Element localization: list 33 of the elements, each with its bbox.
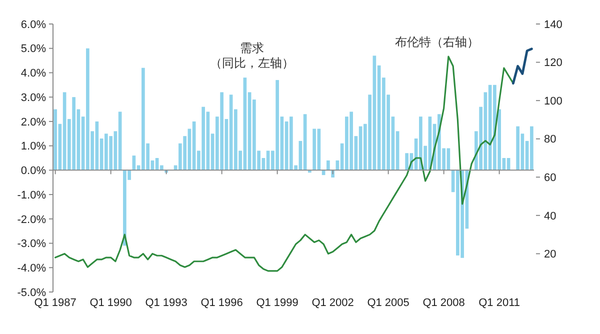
y-tick-label: 1.0% [20, 140, 46, 153]
y-tick-label: -2.0% [17, 214, 46, 226]
y2-tick-label: 80 [544, 134, 556, 146]
y2-tick-label: 60 [544, 172, 556, 184]
y2-tick-label: 140 [544, 18, 562, 31]
y-tick-label: 4.0% [20, 68, 46, 80]
x-tick-label: Q1 2008 [422, 297, 465, 309]
x-tick-label: Q1 1996 [200, 297, 243, 309]
y2-tick-label: 100 [544, 95, 562, 108]
y-tick-label: 2.0% [20, 116, 46, 128]
line-series [512, 48, 533, 85]
x-tick-label: Q1 1993 [145, 297, 188, 309]
series-label: 布伦特（右轴） [395, 35, 479, 49]
y-tick-label: 3.0% [20, 92, 46, 104]
y-tick-label: -5.0% [17, 286, 46, 299]
y2-tick-label: 40 [544, 210, 556, 222]
x-tick-label: Q1 1987 [34, 297, 76, 309]
y-tick-label: -1.0% [17, 189, 46, 202]
x-tick-label: Q1 2005 [367, 297, 410, 309]
line-series [54, 56, 514, 272]
x-tick-label: Q1 2002 [312, 297, 354, 309]
y-tick-label: 6.0% [20, 18, 46, 31]
series-label: 需求（同比，左轴） [210, 41, 294, 70]
x-tick-label: Q1 1999 [256, 297, 298, 309]
y2-tick-label: 120 [544, 57, 562, 70]
y-tick-label: 5.0% [20, 43, 46, 56]
y2-tick-label: 20 [544, 248, 556, 261]
y-tick-label: -3.0% [17, 238, 46, 250]
y-tick-label: -4.0% [17, 262, 46, 274]
bar [326, 160, 330, 170]
x-tick-label: Q1 1990 [90, 297, 132, 309]
x-tick-label: Q1 2011 [478, 297, 520, 309]
y-tick-label: 0.0% [20, 165, 46, 178]
